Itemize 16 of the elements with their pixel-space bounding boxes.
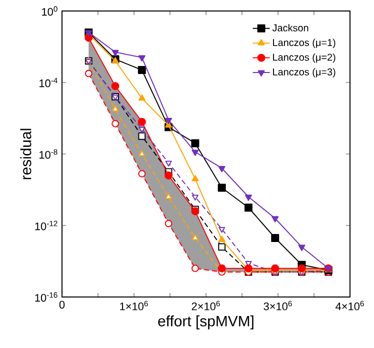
x-tick-label: 3×10$^{6}$ — [264, 300, 292, 310]
x-tick-label: 2×10$^{6}$ — [192, 300, 220, 310]
y-tick-label: 10$^{0}$ — [42, 6, 58, 16]
x-tick-label: 0 — [59, 300, 65, 309]
y-tick-label: 10$^{-12}$ — [35, 220, 58, 230]
x-axis-title: effort [spMVM] — [158, 315, 254, 330]
x-tick-label: 4×10$^{6}$ — [336, 300, 364, 310]
y-axis-title: residual — [20, 128, 32, 180]
y-tick-label: 10$^{-16}$ — [35, 292, 58, 302]
legend-label: Jackson — [272, 24, 308, 32]
legend-label: Lanczos (μ=3) — [273, 68, 336, 78]
x-tick-label: 1×10$^{6}$ — [120, 300, 148, 310]
legend-label: Lanczos (μ=2) — [273, 53, 336, 63]
legend-label: Lanczos (μ=1) — [273, 38, 336, 48]
y-tick-label: 10$^{-8}$ — [40, 149, 58, 159]
y-tick-label: 10$^{-4}$ — [40, 78, 58, 88]
